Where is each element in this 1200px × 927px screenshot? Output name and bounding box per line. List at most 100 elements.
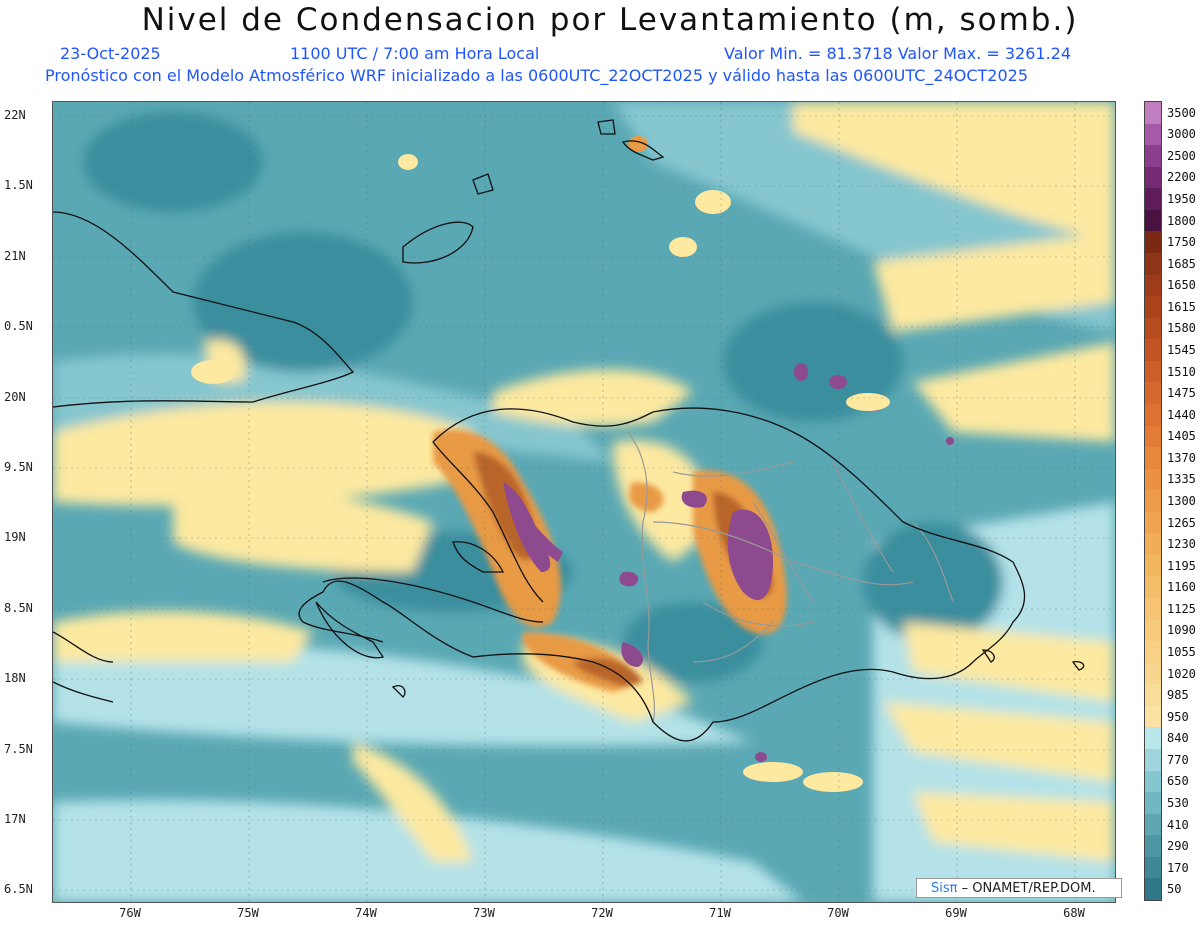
- value-range: Valor Min. = 81.3718 Valor Max. = 3261.2…: [724, 44, 1072, 63]
- colorbar-label: 1230: [1167, 537, 1196, 552]
- lat-label: 21N: [4, 249, 26, 263]
- colorbar-cell: [1145, 231, 1161, 254]
- lcl-field: [53, 102, 1115, 902]
- colorbar-cell: [1145, 813, 1161, 836]
- colorbar-cell: [1145, 166, 1161, 189]
- colorbar-label: 1370: [1167, 450, 1196, 465]
- lon-label: 72W: [591, 906, 613, 920]
- forecast-time: 1100 UTC / 7:00 am Hora Local: [290, 44, 540, 63]
- colorbar-label: 1615: [1167, 299, 1196, 314]
- colorbar-cell: [1145, 274, 1161, 297]
- lat-label: 7.5N: [4, 742, 33, 756]
- colorbar-cell: [1145, 792, 1161, 815]
- colorbar-label: 1300: [1167, 494, 1196, 508]
- colorbar-label: 3000: [1167, 127, 1196, 142]
- lcl-map: [53, 102, 1115, 902]
- colorbar-cell: [1145, 447, 1161, 470]
- colorbar-cell: [1145, 641, 1161, 664]
- colorbar-label: 1545: [1167, 343, 1196, 358]
- colorbar-label: 1475: [1167, 386, 1196, 401]
- lon-label: 70W: [827, 906, 849, 920]
- colorbar-cell: [1145, 209, 1161, 232]
- colorbar-label: 1265: [1167, 515, 1196, 530]
- colorbar-label: 2500: [1167, 148, 1196, 163]
- colorbar-label: 1160: [1167, 580, 1196, 595]
- lat-label: 8.5N: [4, 601, 33, 615]
- colorbar-cell: [1145, 878, 1161, 901]
- colorbar-label: 1510: [1167, 364, 1196, 379]
- colorbar-cell: [1145, 360, 1161, 383]
- lat-label: 0.5N: [4, 319, 33, 333]
- colorbar-cell: [1145, 749, 1161, 772]
- colorbar-cell: [1145, 705, 1161, 728]
- colorbar-label: 1335: [1167, 472, 1196, 487]
- colorbar-cell: [1145, 296, 1161, 319]
- colorbar-cell: [1145, 576, 1161, 599]
- colorbar-label: 530: [1167, 795, 1189, 810]
- colorbar-label: 1685: [1167, 256, 1196, 271]
- colorbar-cell: [1145, 317, 1161, 340]
- colorbar-cell: [1145, 468, 1161, 491]
- colorbar-cell: [1145, 382, 1161, 405]
- colorbar-cell: [1145, 123, 1161, 146]
- lat-label: 19N: [4, 530, 26, 544]
- colorbar-label: 170: [1167, 860, 1189, 875]
- colorbar-cell: [1145, 511, 1161, 534]
- colorbar-cell: [1145, 598, 1161, 621]
- lat-label: 17N: [4, 812, 26, 826]
- colorbar-cell: [1145, 102, 1161, 125]
- colorbar-cell: [1145, 619, 1161, 642]
- map-title: Nivel de Condensacion por Levantamiento …: [141, 2, 1079, 38]
- colorbar-label: 1650: [1167, 278, 1196, 293]
- lon-label: 73W: [473, 906, 495, 920]
- colorbar-label: 950: [1167, 709, 1189, 724]
- forecast-date: 23-Oct-2025: [60, 44, 161, 63]
- lat-label: 22N: [4, 108, 26, 122]
- peak-zones: [503, 363, 954, 786]
- colorbar-label: 1405: [1167, 429, 1196, 444]
- lon-label: 75W: [237, 906, 259, 920]
- colorbar-label: 1055: [1167, 644, 1196, 659]
- lon-label: 68W: [1063, 906, 1085, 920]
- model-info: Pronóstico con el Modelo Atmosférico WRF…: [45, 66, 1029, 85]
- colorbar-label: 1750: [1167, 235, 1196, 250]
- colorbar-label: 1090: [1167, 623, 1196, 638]
- colorbar-cell: [1145, 770, 1161, 793]
- colorbar-label: 1580: [1167, 321, 1196, 336]
- lon-label: 69W: [945, 906, 967, 920]
- lon-label: 76W: [119, 906, 141, 920]
- colorbar-label: 840: [1167, 731, 1189, 746]
- colorbar-cell: [1145, 490, 1161, 513]
- colorbar-cell: [1145, 684, 1161, 707]
- coastlines: [53, 119, 1085, 742]
- lat-label: 20N: [4, 390, 26, 404]
- colorbar-label: 1195: [1167, 558, 1196, 573]
- colorbar-cell: [1145, 403, 1161, 426]
- colorbar-label: 3500: [1167, 105, 1196, 120]
- colorbar-label: 1440: [1167, 407, 1196, 422]
- colorbar-label: 290: [1167, 839, 1189, 854]
- colorbar-cell: [1145, 145, 1161, 168]
- lat-label: 9.5N: [4, 460, 33, 474]
- credit-box: Sisπ – ONAMET/REP.DOM.: [916, 878, 1122, 898]
- colorbar-cell: [1145, 856, 1161, 879]
- lon-label: 71W: [709, 906, 731, 920]
- lat-label: 6.5N: [4, 882, 33, 896]
- lon-label: 74W: [355, 906, 377, 920]
- small-dry-spots: [191, 136, 890, 792]
- colorbar-cell: [1145, 835, 1161, 858]
- colorbar-label: 650: [1167, 774, 1189, 789]
- colorbar-cell: [1145, 252, 1161, 276]
- colorbar-cell: [1145, 662, 1161, 685]
- colorbar: [1144, 101, 1162, 901]
- lat-lon-grid: [53, 102, 1115, 902]
- colorbar-label: 50: [1167, 882, 1182, 897]
- colorbar-cell: [1145, 727, 1161, 750]
- colorbar-label: 985: [1167, 688, 1189, 703]
- brand-logo: Sisπ: [931, 881, 958, 896]
- colorbar-label: 770: [1167, 752, 1189, 767]
- colorbar-cell: [1145, 339, 1161, 362]
- colorbar-cell: [1145, 554, 1161, 577]
- credit-text: – ONAMET/REP.DOM.: [957, 881, 1096, 896]
- colorbar-label: 1125: [1167, 601, 1196, 616]
